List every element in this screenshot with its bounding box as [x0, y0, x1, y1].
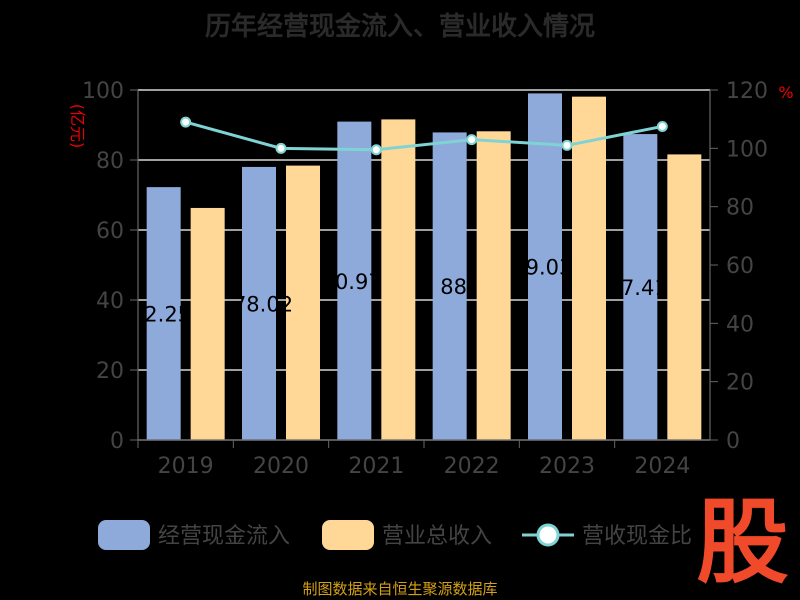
bar-data-label: 9.03	[526, 256, 573, 280]
ratio-point	[466, 134, 478, 146]
ratio-line-path	[185, 120, 663, 152]
y-left-unit-label: (亿元)	[68, 104, 87, 149]
watermark-logo: 股	[696, 489, 789, 596]
ratio-point	[561, 139, 573, 151]
legend-label-ratio: 营收现金比	[582, 524, 692, 549]
y-left-tick-label: 40	[96, 289, 124, 314]
legend-marker-ratio	[536, 523, 560, 547]
legend-label-cash-inflow: 经营现金流入	[158, 524, 290, 549]
bar-data-label: 88	[440, 275, 467, 299]
y-right-tick-label: 100	[726, 137, 768, 162]
bar-cash-inflow	[337, 121, 372, 440]
y-left-tick-label: 0	[110, 429, 124, 454]
bar-revenue	[572, 96, 606, 441]
bar-revenue	[286, 165, 320, 440]
y-right-unit-label: %	[778, 83, 793, 102]
y-right-tick-label: 20	[726, 371, 754, 396]
bar-revenue	[667, 154, 702, 440]
bar-data-label: 7.41	[621, 276, 668, 300]
y-right-tick-label: 0	[726, 429, 740, 454]
bar-cash-inflow	[623, 134, 658, 440]
ratio-point	[275, 142, 287, 154]
x-tick-label: 2021	[348, 454, 404, 479]
x-tick-label: 2020	[253, 454, 309, 479]
y-right-tick-label: 40	[726, 312, 754, 337]
bars	[146, 93, 702, 441]
ratio-line	[180, 116, 668, 156]
legend-label-revenue: 营业总收入	[382, 524, 492, 549]
y-right-tick-label: 120	[726, 79, 768, 104]
ratio-point	[180, 116, 192, 128]
data-labels: 2.25 78.02 0.97 88 9.03 7.41	[144, 256, 667, 327]
x-tick-label: 2024	[634, 454, 690, 479]
source-note: 制图数据来自恒生聚源数据库	[302, 580, 498, 598]
legend: 经营现金流入 营业总收入 营收现金比	[98, 520, 692, 550]
bar-data-label: 0.97	[335, 270, 382, 294]
chart-title: 历年经营现金流入、营业收入情况	[204, 12, 595, 42]
y-right-tick-label: 80	[726, 196, 754, 221]
bar-revenue	[476, 131, 511, 441]
bar-cash-inflow	[528, 93, 562, 441]
ratio-point	[656, 120, 668, 132]
bar-revenue	[190, 207, 225, 440]
x-tick-label: 2022	[444, 454, 500, 479]
bar-data-label: 2.25	[144, 303, 191, 327]
x-tick-label: 2019	[158, 454, 214, 479]
y-left-tick-label: 80	[96, 149, 124, 174]
y-left-tick-label: 60	[96, 219, 124, 244]
y-left-tick-label: 100	[82, 79, 124, 104]
legend-swatch-cash-inflow	[98, 520, 150, 550]
x-tick-label: 2023	[539, 454, 595, 479]
legend-swatch-revenue	[322, 520, 374, 550]
y-left-tick-label: 20	[96, 359, 124, 384]
bar-cash-inflow	[242, 166, 276, 440]
bar-data-label: 78.02	[233, 292, 293, 316]
bar-revenue	[381, 119, 416, 441]
ratio-point	[370, 144, 382, 156]
bar-cash-inflow	[146, 187, 181, 440]
axes: 0 20 40 60 80 100 0 20 40 60 80 100 120 (亿元)% 2019 2020…	[68, 79, 794, 479]
y-right-tick-label: 60	[726, 254, 754, 279]
bar-cash-inflow	[432, 132, 467, 441]
